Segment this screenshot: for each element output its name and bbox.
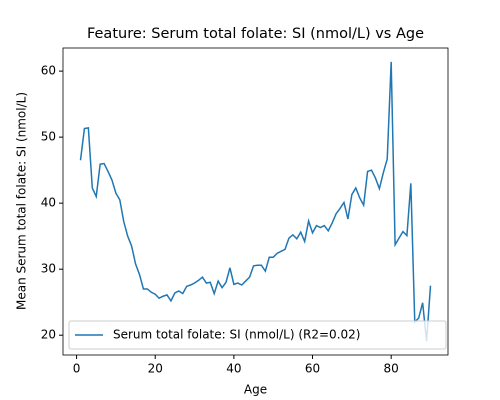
plot-frame	[62, 47, 449, 356]
x-tick-label: 40	[226, 362, 241, 376]
y-tick-label: 30	[41, 262, 56, 276]
y-tick-label: 60	[41, 64, 56, 78]
x-axis-label: Age	[244, 383, 267, 397]
legend-box	[68, 320, 447, 350]
x-tick-label: 80	[384, 362, 399, 376]
x-tick-label: 60	[305, 362, 320, 376]
x-tick-label: 20	[148, 362, 163, 376]
data-line	[79, 61, 432, 342]
y-tick-label: 50	[41, 130, 56, 144]
y-tick-label: 40	[41, 196, 56, 210]
y-axis-label: Mean Serum total folate: SI (nmol/L)	[15, 92, 29, 310]
y-tick-label: 20	[41, 328, 56, 342]
legend-label: Serum total folate: SI (nmol/L) (R2=0.02…	[113, 328, 360, 342]
chart-title: Feature: Serum total folate: SI (nmol/L)…	[87, 26, 424, 42]
x-tick-label: 0	[73, 362, 81, 376]
